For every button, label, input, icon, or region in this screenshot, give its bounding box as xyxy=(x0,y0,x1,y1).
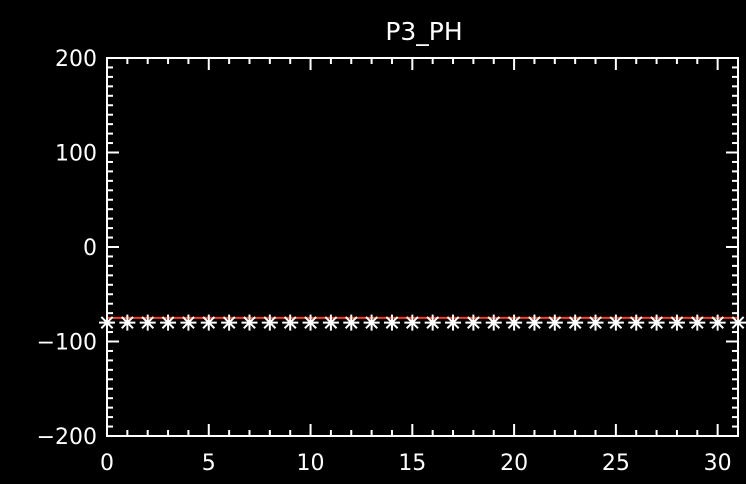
data-point xyxy=(730,314,746,331)
data-point xyxy=(607,314,624,331)
data-point xyxy=(445,314,462,331)
y-tick-label: 0 xyxy=(83,236,97,261)
chart-title: P3_PH xyxy=(385,17,462,46)
data-point xyxy=(465,314,482,331)
plot-frame xyxy=(106,57,739,437)
data-point xyxy=(546,314,563,331)
y-tick-label: −200 xyxy=(37,425,97,450)
x-tick-label: 30 xyxy=(704,451,732,476)
data-point xyxy=(282,314,299,331)
data-point xyxy=(485,314,502,331)
y-tick-label: −100 xyxy=(37,331,97,356)
data-point xyxy=(424,314,441,331)
data-point xyxy=(709,314,726,331)
x-tick-label: 15 xyxy=(398,451,426,476)
plot-axes xyxy=(106,57,739,437)
data-point xyxy=(628,314,645,331)
data-point xyxy=(587,314,604,331)
data-point xyxy=(221,314,238,331)
data-point xyxy=(99,314,115,331)
data-point xyxy=(526,314,543,331)
x-tick-label: 5 xyxy=(202,451,216,476)
data-point xyxy=(241,314,258,331)
y-tick-label: 100 xyxy=(55,142,97,167)
data-point xyxy=(383,314,400,331)
data-point xyxy=(302,314,319,331)
data-point xyxy=(160,314,177,331)
data-point xyxy=(200,314,217,331)
data-point xyxy=(363,314,380,331)
data-point xyxy=(180,314,197,331)
data-point xyxy=(343,314,360,331)
x-tick-label: 20 xyxy=(500,451,528,476)
tick-labels: 0 5 10 15 20 25 30 −200 −100 0 100 200 xyxy=(37,47,732,476)
data-point xyxy=(261,314,278,331)
data-point xyxy=(648,314,665,331)
data-point xyxy=(668,314,685,331)
data-markers xyxy=(99,314,746,331)
data-point xyxy=(506,314,523,331)
data-point xyxy=(404,314,421,331)
y-tick-label: 200 xyxy=(55,47,97,72)
x-tick-label: 10 xyxy=(297,451,325,476)
data-point xyxy=(139,314,156,331)
data-point xyxy=(119,314,136,331)
x-tick-label: 25 xyxy=(602,451,630,476)
data-point xyxy=(689,314,706,331)
data-point xyxy=(567,314,584,331)
x-tick-label: 0 xyxy=(100,451,114,476)
data-point xyxy=(322,314,339,331)
